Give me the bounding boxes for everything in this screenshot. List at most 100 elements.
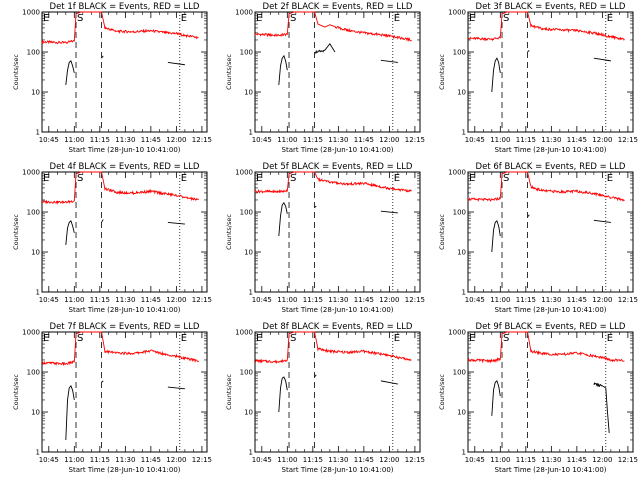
series-events-line <box>65 55 185 86</box>
x-tick-label: 11:00 <box>64 456 84 464</box>
plot-frame <box>254 11 421 133</box>
series-lld-line <box>41 171 199 205</box>
x-tick-label: 12:15 <box>192 136 212 144</box>
x-tick-label: 11:30 <box>328 456 348 464</box>
x-axis-label: Start Time (28-Jun-10 10:41:00) <box>495 306 607 314</box>
panel-9: Det 9f BLACK = Events, RED = LLD 1 10 100 10… <box>438 322 638 474</box>
x-axis-label: Start Time (28-Jun-10 10:41:00) <box>495 466 607 474</box>
panel-title: Det 2f BLACK = Events, RED = LLD <box>263 2 413 12</box>
x-tick-label: 12:00 <box>166 136 186 144</box>
x-tick-label: 12:00 <box>592 456 612 464</box>
x-tick-label: 11:30 <box>541 296 561 304</box>
marker-s: S <box>290 333 296 344</box>
x-tick-label: 10:45 <box>465 296 485 304</box>
x-axis-label: Start Time (28-Jun-10 10:41:00) <box>69 146 181 154</box>
x-tick-label: 11:00 <box>490 296 510 304</box>
marker-e: E <box>469 13 475 24</box>
plot-frame <box>41 171 208 293</box>
x-tick-label: 11:30 <box>541 456 561 464</box>
x-tick-label: 10:45 <box>465 456 485 464</box>
y-tick-label: 10 <box>457 89 466 97</box>
y-axis-label: Counts/sec <box>225 214 233 250</box>
marker-s: S <box>503 173 509 184</box>
marker-s: S <box>77 173 83 184</box>
panel-4: Det 4f BLACK = Events, RED = LLD 1 10 100 10… <box>12 162 212 314</box>
x-axis-label: Start Time (28-Jun-10 10:41:00) <box>495 146 607 154</box>
y-tick-label: 100 <box>453 49 466 57</box>
series-events-line <box>491 379 610 433</box>
y-tick-label: 1000 <box>22 169 40 177</box>
x-tick-label: 10:45 <box>252 296 272 304</box>
x-tick-label: 11:45 <box>141 136 161 144</box>
series-lld-line <box>254 171 412 194</box>
y-tick-label: 10 <box>31 249 40 257</box>
x-tick-label: 11:00 <box>490 136 510 144</box>
series-lld-line <box>467 11 625 42</box>
x-tick-label: 12:00 <box>592 136 612 144</box>
y-tick-label: 100 <box>453 209 466 217</box>
marker-s: S <box>503 333 509 344</box>
y-tick-label: 1 <box>249 129 253 137</box>
y-tick-label: 10 <box>31 89 40 97</box>
x-tick-label: 11:45 <box>354 456 374 464</box>
x-tick-label: 12:15 <box>618 136 638 144</box>
y-tick-label: 10 <box>457 249 466 257</box>
y-tick-label: 1 <box>249 289 253 297</box>
x-tick-label: 12:15 <box>405 456 425 464</box>
plot-frame <box>254 171 421 293</box>
panel-title: Det 3f BLACK = Events, RED = LLD <box>476 2 626 12</box>
x-tick-label: 11:30 <box>115 296 135 304</box>
x-tick-label: 11:15 <box>516 456 536 464</box>
plot-frame <box>467 11 634 133</box>
x-tick-label: 11:15 <box>90 296 110 304</box>
x-axis-label: Start Time (28-Jun-10 10:41:00) <box>282 466 394 474</box>
x-tick-label: 11:00 <box>490 456 510 464</box>
marker-e: E <box>394 13 400 24</box>
x-tick-label: 11:00 <box>277 296 297 304</box>
y-tick-label: 1 <box>462 129 466 137</box>
y-tick-label: 1000 <box>22 9 40 17</box>
x-tick-label: 12:15 <box>618 296 638 304</box>
y-tick-label: 10 <box>457 409 466 417</box>
x-tick-label: 12:00 <box>379 296 399 304</box>
marker-e: E <box>181 173 187 184</box>
x-tick-label: 11:30 <box>328 136 348 144</box>
y-tick-label: 10 <box>31 409 40 417</box>
marker-e: E <box>43 13 49 24</box>
panel-2: Det 2f BLACK = Events, RED = LLD 1 10 100 10… <box>225 2 425 154</box>
x-tick-label: 11:45 <box>354 136 374 144</box>
x-tick-label: 11:00 <box>64 136 84 144</box>
x-tick-label: 11:30 <box>115 456 135 464</box>
x-tick-label: 12:00 <box>379 136 399 144</box>
panel-8: Det 8f BLACK = Events, RED = LLD 1 10 100 10… <box>225 322 425 474</box>
marker-e: E <box>256 13 262 24</box>
plot-frame <box>467 171 634 293</box>
marker-s: S <box>77 13 83 24</box>
series-lld-line <box>467 331 625 364</box>
y-tick-label: 1 <box>462 449 466 457</box>
marker-e: E <box>256 333 262 344</box>
x-tick-label: 11:45 <box>567 296 587 304</box>
x-tick-label: 11:00 <box>277 456 297 464</box>
y-tick-label: 100 <box>27 209 40 217</box>
series-lld-line <box>254 11 412 42</box>
panel-5: Det 5f BLACK = Events, RED = LLD 1 10 100 10… <box>225 162 425 314</box>
y-axis-label: Counts/sec <box>12 374 20 410</box>
marker-e: E <box>181 333 187 344</box>
x-tick-label: 10:45 <box>252 136 272 144</box>
panel-3: Det 3f BLACK = Events, RED = LLD 1 10 100 10… <box>438 2 638 154</box>
y-axis-label: Counts/sec <box>12 54 20 90</box>
x-tick-label: 11:45 <box>141 456 161 464</box>
x-tick-label: 12:15 <box>405 296 425 304</box>
marker-e: E <box>43 173 49 184</box>
series-lld-line <box>254 331 412 364</box>
y-tick-label: 100 <box>27 369 40 377</box>
x-tick-label: 12:15 <box>405 136 425 144</box>
series-events-line <box>491 50 611 93</box>
marker-e: E <box>469 333 475 344</box>
y-tick-label: 10 <box>244 409 253 417</box>
x-tick-label: 11:15 <box>516 296 536 304</box>
x-tick-label: 11:15 <box>303 296 323 304</box>
y-tick-label: 1000 <box>235 169 253 177</box>
